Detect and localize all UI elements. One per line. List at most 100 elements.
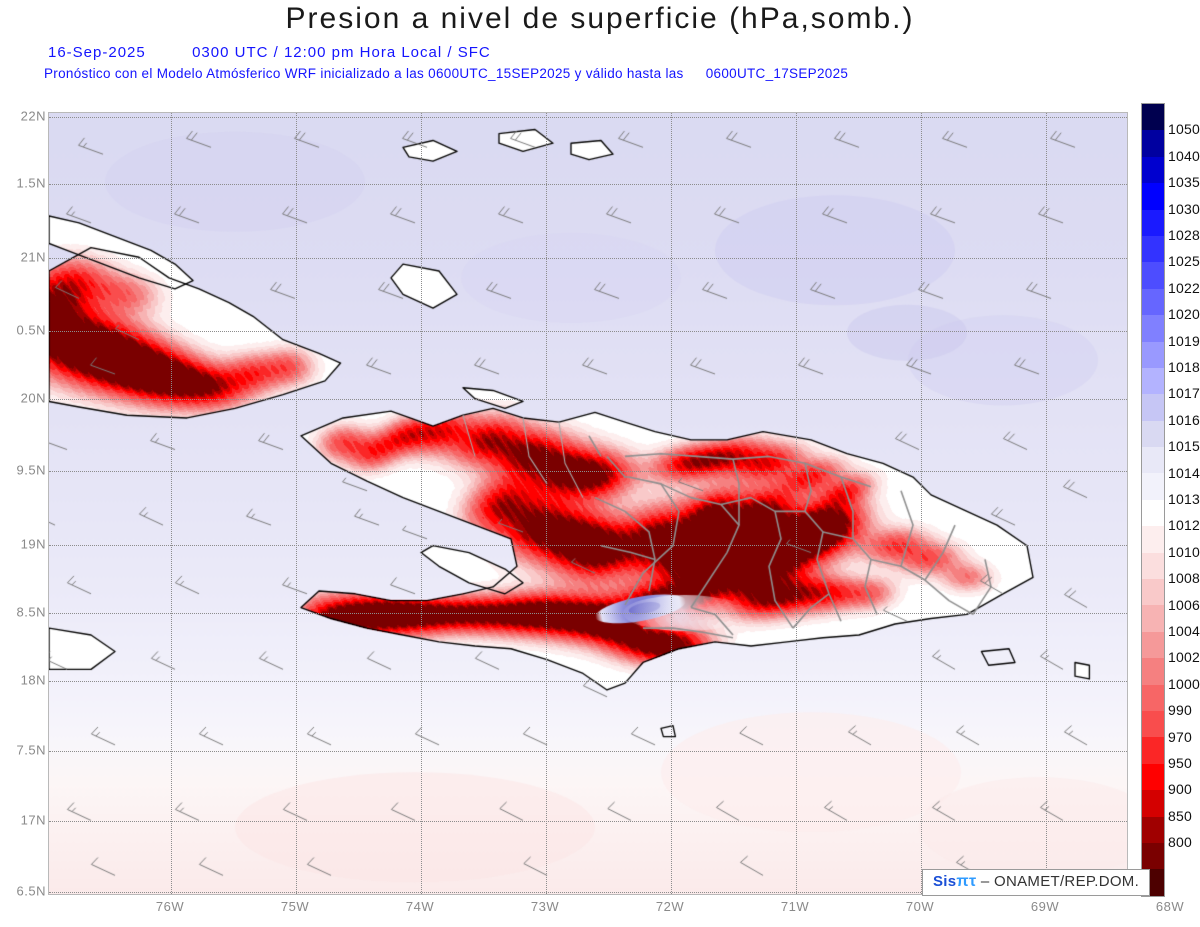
colorbar-tick-label: 1000 bbox=[1168, 675, 1200, 692]
grid-line-latitude bbox=[49, 331, 1127, 332]
colorbar-band bbox=[1142, 262, 1164, 289]
colorbar-tick-label: 1040 bbox=[1168, 147, 1200, 164]
colorbar-band bbox=[1142, 710, 1164, 738]
grid-line-longitude bbox=[1046, 113, 1047, 894]
grid-line-latitude bbox=[49, 681, 1127, 682]
pressure-colorbar bbox=[1141, 103, 1165, 897]
grid-line-latitude bbox=[49, 751, 1127, 752]
colorbar-band bbox=[1142, 816, 1164, 843]
colorbar-tick-label: 950 bbox=[1168, 755, 1192, 771]
colorbar-tick-label: 1025 bbox=[1168, 253, 1200, 270]
model-valid-until: 0600UTC_17SEP2025 bbox=[705, 66, 849, 81]
colorbar-tick-label: 1015 bbox=[1168, 438, 1200, 455]
colorbar-tick-label: 1010 bbox=[1168, 543, 1200, 560]
colorbar-tick-label: 1016 bbox=[1168, 411, 1200, 428]
longitude-tick-label: 69W bbox=[1030, 899, 1060, 914]
colorbar-band bbox=[1142, 288, 1164, 316]
latitude-tick-label: 8.5N bbox=[16, 604, 46, 620]
longitude-tick-label: 72W bbox=[655, 899, 685, 914]
colorbar-tick-label: 850 bbox=[1168, 807, 1192, 824]
colorbar-tick-label: 800 bbox=[1168, 834, 1192, 851]
colorbar-tick-label: 1035 bbox=[1168, 174, 1200, 191]
colorbar-tick-label: 1022 bbox=[1168, 279, 1200, 296]
wind-barbs-and-coastlines-canvas bbox=[49, 113, 1127, 894]
grid-line-longitude bbox=[546, 113, 547, 894]
colorbar-tick-label: 1017 bbox=[1168, 385, 1200, 402]
grid-line-latitude bbox=[49, 613, 1127, 614]
grid-line-longitude bbox=[421, 113, 422, 894]
colorbar-tick-label: 1030 bbox=[1168, 200, 1200, 217]
grid-line-latitude bbox=[49, 184, 1127, 185]
colorbar-tick-label: 1019 bbox=[1168, 332, 1200, 349]
latitude-tick-label: 9.5N bbox=[16, 462, 46, 478]
grid-line-longitude bbox=[296, 113, 297, 894]
longitude-tick-label: 75W bbox=[280, 899, 310, 914]
longitude-tick-label: 68W bbox=[1155, 899, 1185, 914]
graticule-grid bbox=[49, 113, 1127, 894]
colorbar-band bbox=[1142, 631, 1164, 659]
latitude-tick-label: 20N bbox=[20, 390, 46, 406]
model-description: Pronóstico con el Modelo Atmósferico WRF… bbox=[44, 66, 1194, 81]
colorbar-band bbox=[1142, 104, 1164, 131]
colorbar-band bbox=[1142, 763, 1164, 791]
colorbar-band bbox=[1142, 156, 1164, 184]
forecast-date: 16-Sep-2025 bbox=[48, 44, 146, 61]
grid-line-longitude bbox=[796, 113, 797, 894]
colorbar-band bbox=[1142, 790, 1164, 817]
colorbar-band bbox=[1142, 473, 1164, 500]
colorbar-band bbox=[1142, 658, 1164, 685]
colorbar-tick-label: 1013 bbox=[1168, 491, 1200, 507]
colorbar-band bbox=[1142, 130, 1164, 157]
pi-logo-glyph: πτ bbox=[956, 873, 977, 890]
grid-line-longitude bbox=[171, 113, 172, 894]
pressure-colorbar-labels: 1050 1040 1035 1030 1028 1025 1022 1020 1019 1018… bbox=[1168, 103, 1200, 895]
colorbar-band bbox=[1142, 420, 1164, 448]
forecast-valid-time: 0300 UTC / 12:00 pm Hora Local / SFC bbox=[192, 44, 491, 61]
latitude-tick-label: 17N bbox=[20, 812, 46, 828]
colorbar-tick-label: 990 bbox=[1168, 702, 1192, 719]
grid-line-latitude bbox=[49, 117, 1127, 118]
colorbar-tick-label: 1008 bbox=[1168, 570, 1200, 587]
longitude-tick-label: 73W bbox=[530, 899, 560, 914]
latitude-tick-label: 18N bbox=[20, 672, 46, 688]
colorbar-band bbox=[1142, 605, 1164, 632]
colorbar-band bbox=[1142, 842, 1164, 870]
colorbar-band bbox=[1142, 737, 1164, 764]
longitude-tick-label: 70W bbox=[905, 899, 935, 914]
longitude-tick-label: 76W bbox=[155, 899, 185, 914]
colorbar-tick-label: 1020 bbox=[1168, 306, 1200, 323]
colorbar-band bbox=[1142, 315, 1164, 342]
latitude-tick-label: 21N bbox=[20, 249, 46, 265]
colorbar-tick-label: 970 bbox=[1168, 728, 1192, 745]
colorbar-band bbox=[1142, 235, 1164, 263]
colorbar-tick-label: 1028 bbox=[1168, 227, 1200, 243]
forecast-subtitle: 16-Sep-2025 0300 UTC / 12:00 pm Hora Loc… bbox=[48, 44, 748, 61]
grid-line-longitude bbox=[671, 113, 672, 894]
colorbar-tick-label: 1006 bbox=[1168, 596, 1200, 613]
latitude-tick-label: 6.5N bbox=[16, 883, 46, 899]
colorbar-band bbox=[1142, 526, 1164, 553]
map-plot-area[interactable] bbox=[48, 112, 1128, 895]
grid-line-latitude bbox=[49, 471, 1127, 472]
grid-line-latitude bbox=[49, 399, 1127, 400]
colorbar-tick-label: 900 bbox=[1168, 781, 1192, 798]
colorbar-band bbox=[1142, 447, 1164, 474]
colorbar-band bbox=[1142, 499, 1164, 527]
attribution-logo: Sisπτ – ONAMET/REP.DOM. bbox=[922, 869, 1151, 896]
latitude-tick-label: 19N bbox=[20, 536, 46, 552]
colorbar-band bbox=[1142, 552, 1164, 580]
colorbar-band bbox=[1142, 367, 1164, 395]
colorbar-tick-label: 1014 bbox=[1168, 464, 1200, 481]
colorbar-tick-label: 1012 bbox=[1168, 517, 1200, 534]
colorbar-tick-label: 1050 bbox=[1168, 121, 1200, 138]
colorbar-band bbox=[1142, 341, 1164, 368]
colorbar-tick-label: 1004 bbox=[1168, 623, 1200, 639]
colorbar-band bbox=[1142, 394, 1164, 421]
latitude-tick-label: 7.5N bbox=[16, 742, 46, 758]
sis-logo-text: Sis bbox=[933, 873, 957, 890]
longitude-tick-label: 71W bbox=[780, 899, 810, 914]
colorbar-band bbox=[1142, 684, 1164, 711]
colorbar-tick-label: 1018 bbox=[1168, 359, 1200, 375]
longitude-tick-label: 74W bbox=[405, 899, 435, 914]
colorbar-tick-label: 1002 bbox=[1168, 649, 1200, 666]
